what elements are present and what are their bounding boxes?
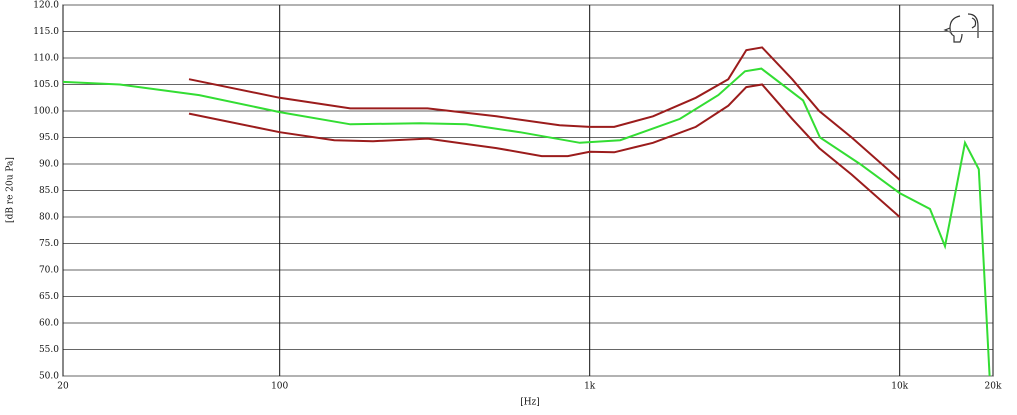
series-line — [188, 83, 901, 218]
y-tick-label: 50.0 — [39, 372, 59, 382]
y-tick-label: 85.0 — [39, 186, 59, 196]
y-tick-label: 95.0 — [39, 133, 59, 143]
y-tick-label: 75.0 — [39, 239, 59, 249]
y-axis-label: [dB re 20u Pa] — [6, 157, 16, 223]
x-tick-label: 20k — [985, 382, 1002, 392]
y-tick-label: 90.0 — [39, 160, 59, 170]
x-tick-label: 100 — [271, 382, 288, 392]
y-tick-label: 65.0 — [39, 292, 59, 302]
series-line — [62, 67, 991, 377]
x-axis-label: [Hz] — [520, 398, 540, 408]
y-tick-label: 100.0 — [33, 107, 59, 117]
y-tick-label: 80.0 — [39, 213, 59, 223]
series-line — [188, 46, 901, 181]
y-tick-label: 120.0 — [33, 1, 59, 11]
y-tick-label: 70.0 — [39, 266, 59, 276]
y-tick-label: 55.0 — [39, 345, 59, 355]
x-tick-label: 1k — [584, 382, 596, 392]
x-tick-label: 20 — [57, 382, 69, 392]
y-tick-label: 105.0 — [33, 80, 59, 90]
y-tick-label: 110.0 — [33, 54, 59, 64]
y-tick-label: 115.0 — [33, 27, 59, 37]
x-tick-label: 10k — [891, 382, 908, 392]
y-tick-label: 60.0 — [39, 319, 59, 329]
